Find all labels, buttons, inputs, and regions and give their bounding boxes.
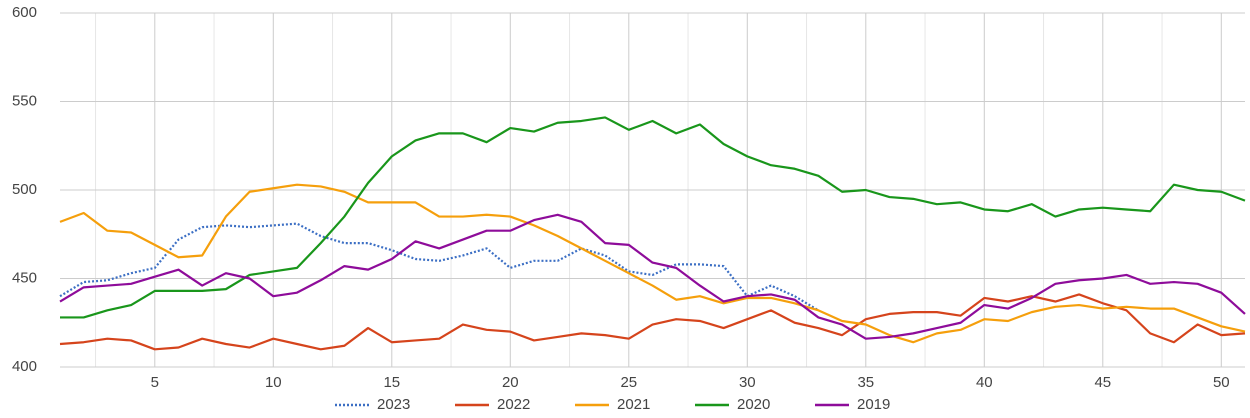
x-tick-label: 45 [1094,374,1111,391]
x-tick-label: 30 [739,374,756,391]
x-tick-label: 20 [502,374,519,391]
legend-label: 2023 [377,396,410,413]
legend-label: 2020 [737,396,770,413]
x-tick-label: 40 [976,374,993,391]
series-line [59,213,1246,340]
x-tick-label: 10 [265,374,282,391]
legend-label: 2022 [497,396,530,413]
y-tick-label: 500 [12,181,37,198]
series-line [60,116,1246,319]
y-tick-label: 400 [12,358,37,375]
y-tick-label: 550 [12,92,37,109]
legend-label: 2019 [857,396,890,413]
x-tick-label: 25 [620,374,637,391]
x-tick-label: 5 [151,374,159,391]
series-line [59,293,1246,351]
y-tick-label: 600 [12,4,37,21]
series-line [59,183,1246,344]
x-tick-label: 35 [857,374,874,391]
series-line [59,222,819,312]
y-tick-label: 450 [12,269,37,286]
x-tick-label: 50 [1213,374,1230,391]
x-tick-label: 15 [383,374,400,391]
legend-label: 2021 [617,396,650,413]
